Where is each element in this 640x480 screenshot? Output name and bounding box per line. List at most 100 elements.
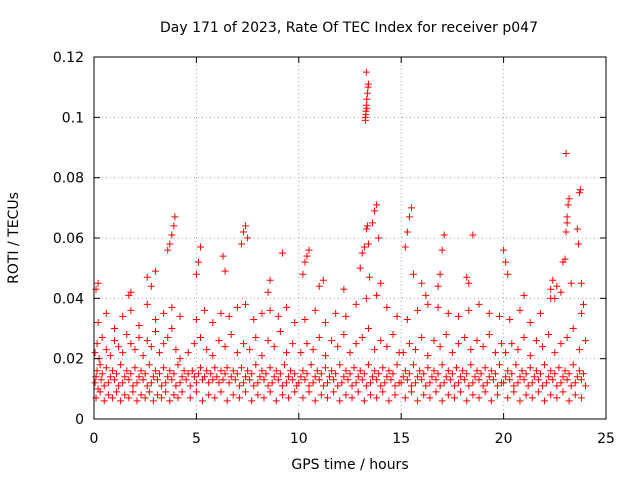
data-point [412, 346, 420, 354]
data-point [401, 367, 409, 375]
data-point [110, 376, 118, 384]
data-point [301, 315, 309, 323]
data-point [184, 349, 192, 357]
data-point [553, 282, 561, 290]
data-point [434, 370, 442, 378]
data-point [295, 379, 303, 387]
data-point [485, 331, 493, 339]
data-point [117, 361, 125, 369]
data-point [321, 352, 329, 360]
grid-lines [94, 57, 606, 419]
data-point [574, 240, 582, 248]
data-point [573, 373, 581, 381]
data-point [315, 334, 323, 342]
data-point [520, 376, 528, 384]
data-point [336, 397, 344, 405]
data-point [539, 343, 547, 351]
data-point [139, 352, 147, 360]
data-point [231, 376, 239, 384]
data-point [113, 370, 121, 378]
data-point [227, 331, 235, 339]
data-point [258, 367, 266, 375]
data-point [178, 373, 186, 381]
data-point [432, 376, 440, 384]
data-point [178, 388, 186, 396]
data-point [424, 364, 432, 372]
x-tick-label: 5 [192, 431, 201, 447]
data-point [469, 379, 477, 387]
data-point [227, 373, 235, 381]
data-point [192, 315, 200, 323]
data-point [444, 309, 452, 317]
data-point [461, 334, 469, 342]
data-point [346, 370, 354, 378]
data-point [110, 325, 118, 332]
data-point [479, 382, 487, 390]
data-point [545, 373, 553, 381]
data-point [561, 367, 569, 375]
data-point [336, 361, 344, 369]
data-point [506, 376, 514, 384]
data-point [297, 373, 305, 381]
data-point [360, 370, 368, 378]
data-point [524, 382, 532, 390]
data-point [569, 361, 577, 369]
data-point [182, 376, 190, 384]
data-point [141, 370, 149, 378]
data-point [203, 367, 211, 375]
data-point [330, 388, 338, 396]
data-point [156, 370, 164, 378]
data-point [160, 364, 168, 372]
data-point [575, 189, 583, 197]
data-point [545, 331, 553, 339]
data-point [571, 391, 579, 399]
data-point [207, 370, 215, 378]
data-point [258, 352, 266, 360]
data-point [248, 397, 256, 405]
data-point [127, 370, 135, 378]
data-point [526, 364, 534, 372]
data-point [508, 370, 516, 378]
data-point [366, 379, 374, 387]
data-point [532, 367, 540, 375]
data-point [461, 376, 469, 384]
data-point [104, 391, 112, 399]
data-point [143, 382, 151, 390]
data-point [115, 343, 123, 351]
data-point [576, 186, 584, 194]
data-point [129, 382, 137, 390]
data-point [551, 294, 559, 302]
data-point [489, 376, 497, 384]
y-tick-label: 0.1 [62, 110, 84, 126]
data-point [567, 279, 575, 287]
data-point [383, 303, 391, 311]
data-point [305, 382, 313, 390]
data-point [96, 388, 104, 396]
data-point [362, 68, 370, 76]
data-point [424, 352, 432, 360]
data-point [377, 279, 385, 287]
data-point [360, 397, 368, 405]
data-point [125, 394, 133, 402]
data-point [276, 328, 284, 336]
data-point [108, 367, 116, 375]
data-point [162, 388, 170, 396]
data-point [407, 204, 415, 212]
data-point [323, 394, 331, 402]
data-point [465, 279, 473, 287]
data-point [340, 373, 348, 381]
data-point [315, 376, 323, 384]
data-point [385, 367, 393, 375]
data-point [557, 379, 565, 387]
data-point [311, 306, 319, 314]
data-point [485, 309, 493, 317]
data-point [145, 388, 153, 396]
data-point [516, 397, 524, 405]
data-point [315, 282, 323, 290]
data-point [371, 367, 379, 375]
data-point [252, 361, 260, 369]
data-point [252, 334, 260, 342]
data-point [192, 270, 200, 278]
data-point [559, 388, 567, 396]
data-point [219, 376, 227, 384]
